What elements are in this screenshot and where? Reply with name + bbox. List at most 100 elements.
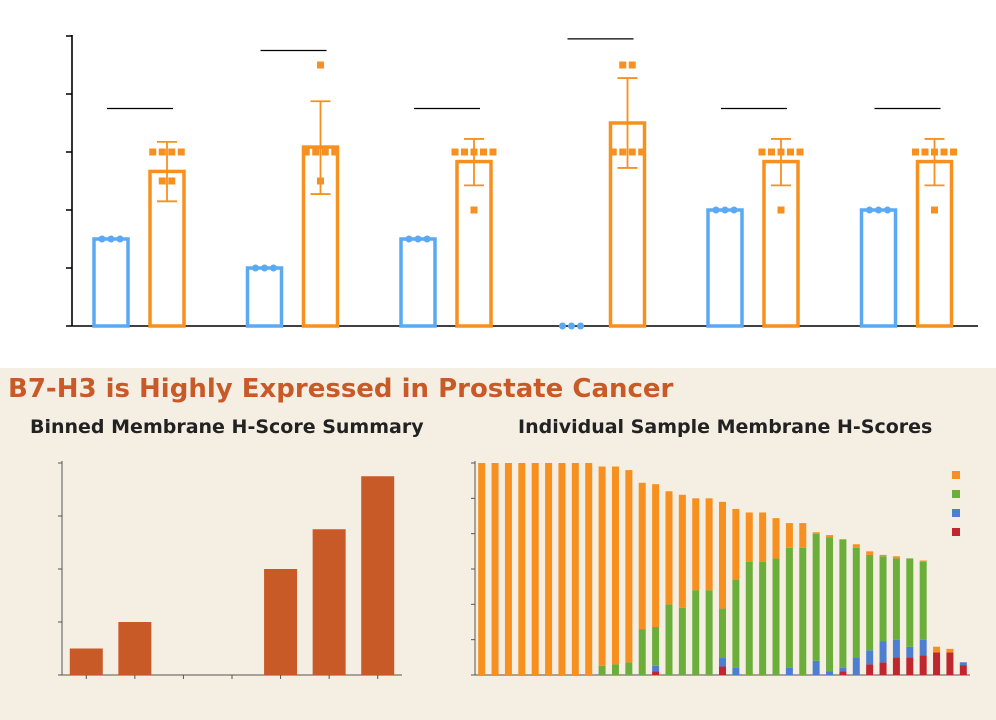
stack-segment-1plus xyxy=(826,671,834,675)
bar-blue xyxy=(245,266,284,328)
stack-segment-2plus xyxy=(812,533,820,661)
data-point-blue xyxy=(414,235,422,243)
stack-segment-3plus xyxy=(558,463,566,675)
stack-segment-2plus xyxy=(638,629,646,675)
data-point-blue xyxy=(866,206,873,214)
data-point-orange xyxy=(331,148,339,156)
stack-segment-3plus xyxy=(866,551,874,555)
legend-swatch xyxy=(952,528,960,536)
stack-segment-1plus xyxy=(892,639,900,658)
panel-headline: B7-H3 is Highly Expressed in Prostate Ca… xyxy=(8,374,674,404)
stack-segment-2plus xyxy=(799,547,807,675)
stack-segment-3plus xyxy=(892,556,900,559)
stack-segment-3plus xyxy=(799,523,807,548)
binned-h-score-bar-chart xyxy=(58,461,402,679)
data-point-orange xyxy=(168,177,176,185)
stack-segment-3plus xyxy=(652,484,660,627)
stack-segment-0 xyxy=(933,652,941,675)
stack-segment-3plus xyxy=(759,512,767,562)
stack-segment-2plus xyxy=(745,561,753,675)
stack-segment-3plus xyxy=(611,466,619,665)
data-point-orange xyxy=(158,148,166,156)
data-point-orange xyxy=(940,148,948,156)
stack-segment-3plus xyxy=(504,463,512,675)
stack-segment-3plus xyxy=(598,466,606,666)
data-point-orange xyxy=(619,61,627,69)
stack-segment-1plus xyxy=(852,657,860,675)
data-point-orange xyxy=(777,206,785,214)
data-point-orange xyxy=(768,148,775,156)
bar-blue xyxy=(706,208,744,328)
stack-segment-2plus xyxy=(759,561,767,675)
stack-segment-0 xyxy=(906,657,914,675)
stack-segment-3plus xyxy=(692,498,700,591)
stack-segment-3plus xyxy=(518,463,526,675)
data-point-blue xyxy=(730,206,738,214)
data-point-blue xyxy=(107,235,115,243)
stack-segment-2plus xyxy=(866,554,874,651)
data-point-blue xyxy=(98,235,106,243)
stack-segment-2plus xyxy=(772,558,780,675)
stack-segment-2plus xyxy=(852,547,860,658)
data-point-orange xyxy=(312,148,320,156)
data-point-orange xyxy=(950,148,957,156)
data-point-orange xyxy=(461,148,468,156)
stack-segment-3plus xyxy=(719,501,726,609)
data-point-blue xyxy=(270,264,277,272)
stack-segment-1plus xyxy=(652,665,660,672)
data-point-blue xyxy=(405,235,413,243)
data-point-orange xyxy=(321,148,329,156)
legend-swatch xyxy=(952,471,960,479)
stack-segment-2plus xyxy=(652,626,660,666)
stack-segment-3plus xyxy=(571,463,579,675)
stack-segment-3plus xyxy=(491,463,499,675)
stack-segment-2plus xyxy=(625,662,633,675)
stack-segment-3plus xyxy=(785,523,793,548)
stack-segment-2plus xyxy=(879,556,887,642)
stack-segment-0 xyxy=(959,665,967,675)
stack-segment-3plus xyxy=(531,463,539,675)
bin-bar xyxy=(264,569,298,675)
stack-segment-3plus xyxy=(933,646,941,653)
stack-segment-1plus xyxy=(906,646,914,658)
stack-segment-3plus xyxy=(772,518,780,559)
stack-segment-3plus xyxy=(852,544,860,548)
stack-segment-3plus xyxy=(745,512,753,562)
stack-segment-3plus xyxy=(879,554,887,557)
stack-segment-0 xyxy=(839,671,847,675)
stack-segment-2plus xyxy=(906,558,914,647)
stack-segment-3plus xyxy=(946,648,954,653)
data-point-orange xyxy=(317,61,324,69)
stack-segment-2plus xyxy=(611,664,619,675)
stack-segment-1plus xyxy=(866,650,874,665)
data-point-blue xyxy=(559,322,566,330)
bar-blue xyxy=(859,208,898,328)
bar-blue xyxy=(399,237,437,328)
prostate-cancer-panel: B7-H3 is Highly Expressed in Prostate Ca… xyxy=(0,368,996,720)
stack-segment-1plus xyxy=(839,667,847,672)
stack-segment-2plus xyxy=(678,607,686,675)
stack-segment-1plus xyxy=(959,662,967,666)
data-point-blue xyxy=(884,206,891,214)
stack-segment-2plus xyxy=(598,665,606,675)
stack-segment-2plus xyxy=(692,590,700,675)
stack-segment-3plus xyxy=(478,463,486,675)
data-point-orange xyxy=(638,148,646,156)
data-point-blue xyxy=(568,322,575,330)
bar-blue xyxy=(92,237,130,328)
bin-bar xyxy=(118,622,152,675)
cd276-expression-chart-panel xyxy=(66,35,978,330)
data-point-orange xyxy=(777,148,785,156)
stack-segment-0 xyxy=(652,671,660,675)
data-point-orange xyxy=(480,148,487,156)
data-point-blue xyxy=(423,235,431,243)
stack-segment-3plus xyxy=(732,508,740,580)
data-point-orange xyxy=(302,148,310,156)
data-point-orange xyxy=(628,61,636,69)
data-point-blue xyxy=(577,322,584,330)
binned-chart-title: Binned Membrane H-Score Summary xyxy=(30,416,424,438)
stack-segment-2plus xyxy=(665,604,673,675)
stack-segment-2plus xyxy=(826,537,834,672)
stack-segment-1plus xyxy=(785,667,793,675)
stack-segment-3plus xyxy=(665,491,673,605)
